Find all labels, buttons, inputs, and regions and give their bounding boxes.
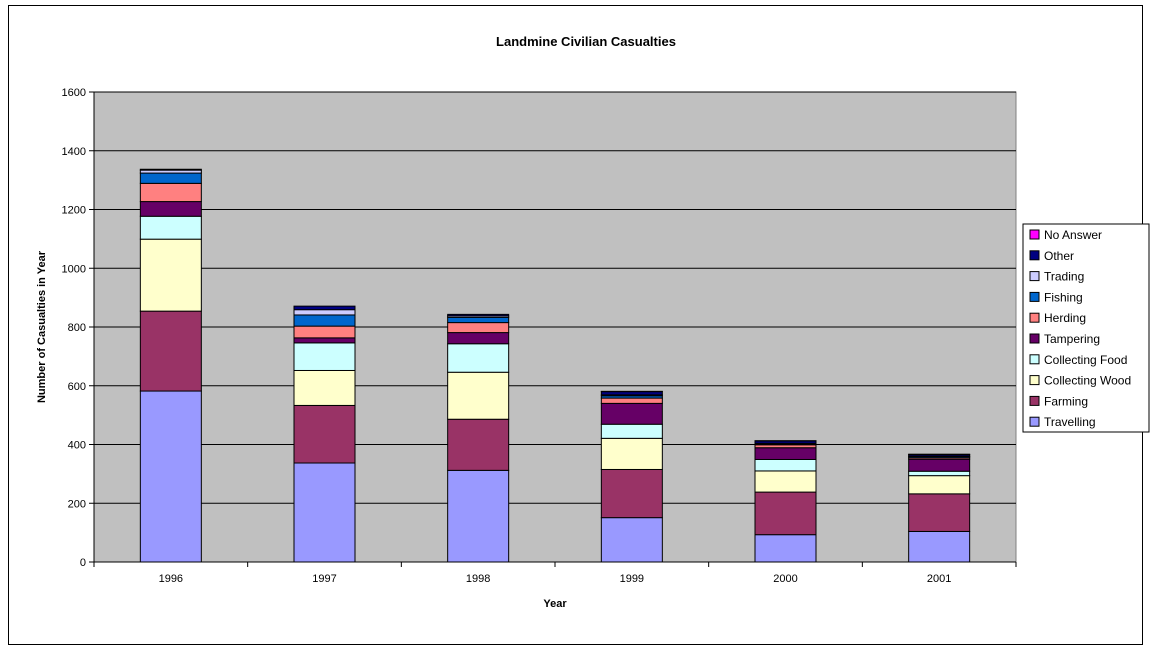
bar-segment — [448, 419, 509, 470]
legend-swatch — [1030, 230, 1039, 239]
legend-swatch — [1030, 376, 1039, 385]
bar-segment — [294, 326, 355, 338]
bar-segment — [140, 216, 201, 239]
legend-label: Travelling — [1044, 415, 1096, 429]
y-tick-label: 200 — [68, 498, 86, 510]
y-tick-label: 400 — [68, 440, 86, 452]
bar-segment — [448, 314, 509, 315]
bar-segment — [140, 311, 201, 391]
legend-swatch — [1030, 251, 1039, 260]
bar-stack-1997 — [294, 306, 355, 562]
x-tick-labels: 1996 1997 1998 1999 2000 2001 — [159, 573, 952, 585]
bar-segment — [140, 239, 201, 311]
bar-segment — [601, 398, 662, 403]
bar-segment — [448, 317, 509, 322]
bar-segment — [755, 459, 816, 470]
bar-segment — [755, 471, 816, 492]
bar-segment — [601, 438, 662, 469]
y-tick-label: 1600 — [62, 87, 86, 99]
y-tick-labels: 0 200 400 600 800 1000 1200 1400 1600 — [62, 87, 86, 569]
bar-segment — [294, 405, 355, 463]
x-tick-label: 2001 — [927, 573, 951, 585]
bar-segment — [448, 470, 509, 562]
legend-swatch — [1030, 396, 1039, 405]
bar-segment — [448, 372, 509, 419]
y-tick-label: 0 — [80, 557, 86, 569]
y-tick-label: 800 — [68, 322, 86, 334]
legend-label: Other — [1044, 249, 1074, 263]
legend-swatch — [1030, 334, 1039, 343]
bar-stack-1998 — [448, 314, 509, 562]
bar-segment — [294, 370, 355, 405]
y-tick-label: 1400 — [62, 146, 86, 158]
bar-segment — [448, 344, 509, 372]
x-axis-label: Year — [543, 598, 567, 610]
bar-segment — [909, 476, 970, 494]
legend: No Answer Other Trading Fishing Herding Tampe… — [1023, 224, 1149, 432]
bar-segment — [294, 310, 355, 315]
y-tick-label: 1200 — [62, 205, 86, 217]
y-tick-label: 600 — [68, 381, 86, 393]
bar-segment — [909, 459, 970, 471]
legend-swatch — [1030, 355, 1039, 364]
bar-segment — [909, 494, 970, 532]
legend-label: Collecting Food — [1044, 353, 1127, 367]
y-axis-label: Number of Casualties in Year — [36, 250, 48, 403]
legend-label: Collecting Wood — [1044, 374, 1131, 388]
legend-swatch — [1030, 292, 1039, 301]
x-tick-label: 2000 — [773, 573, 797, 585]
bar-segment — [140, 173, 201, 183]
bar-segment — [601, 469, 662, 517]
bar-segment — [755, 448, 816, 460]
bar-segment — [448, 323, 509, 333]
legend-label: Tampering — [1044, 332, 1100, 346]
chart-title: Landmine Civilian Casualties — [496, 34, 676, 49]
bar-stack-1996 — [140, 169, 201, 562]
bar-segment — [448, 333, 509, 344]
legend-label: Farming — [1044, 394, 1088, 408]
legend-swatch — [1030, 313, 1039, 322]
bar-segment — [755, 492, 816, 535]
bar-segment — [140, 202, 201, 217]
bar-segment — [601, 518, 662, 562]
legend-label: No Answer — [1044, 228, 1102, 242]
legend-swatch — [1030, 272, 1039, 281]
bar-segment — [140, 183, 201, 201]
bar-segment — [294, 343, 355, 371]
bar-segment — [140, 391, 201, 562]
bar-segment — [294, 315, 355, 326]
bar-segment — [140, 169, 201, 170]
bar-stack-1999 — [601, 391, 662, 562]
x-tick-label: 1999 — [620, 573, 644, 585]
bar-segment — [294, 306, 355, 310]
bar-segment — [601, 424, 662, 438]
legend-label: Fishing — [1044, 290, 1083, 304]
x-tick-label: 1996 — [159, 573, 183, 585]
x-tick-label: 1997 — [312, 573, 336, 585]
bar-segment — [909, 531, 970, 562]
bar-segment — [755, 535, 816, 562]
bar-segment — [294, 463, 355, 562]
bar-stack-2000 — [755, 441, 816, 562]
x-tick-label: 1998 — [466, 573, 490, 585]
bar-segment — [909, 471, 970, 475]
legend-swatch — [1030, 417, 1039, 426]
legend-label: Herding — [1044, 311, 1086, 325]
legend-label: Trading — [1044, 270, 1084, 284]
bar-segment — [294, 338, 355, 343]
y-tick-label: 1000 — [62, 263, 86, 275]
bar-segment — [601, 403, 662, 424]
bar-stack-2001 — [909, 454, 970, 562]
